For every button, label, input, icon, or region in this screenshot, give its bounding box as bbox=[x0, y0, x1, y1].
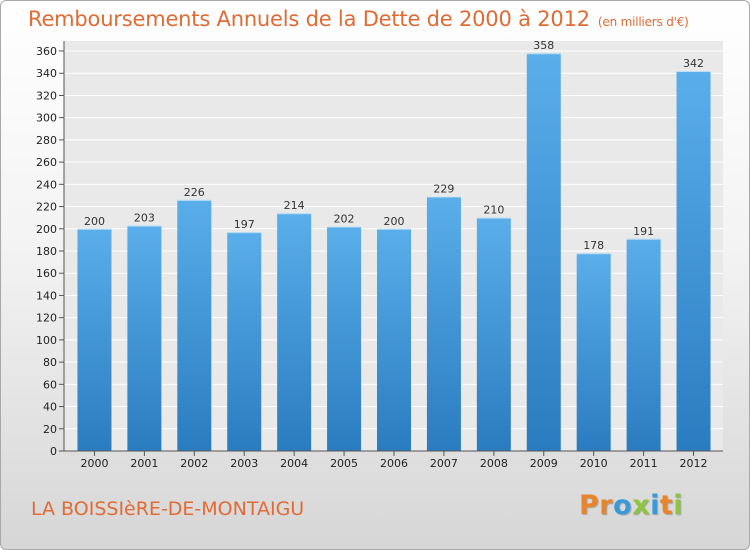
y-tick-label: 20 bbox=[43, 423, 57, 436]
data-label: 203 bbox=[134, 211, 155, 224]
data-label: 226 bbox=[184, 186, 205, 199]
bar bbox=[227, 232, 262, 451]
data-label: 342 bbox=[683, 57, 704, 70]
data-label: 229 bbox=[433, 183, 454, 196]
data-label: 191 bbox=[633, 225, 654, 238]
bar bbox=[626, 238, 661, 451]
y-tick-label: 40 bbox=[43, 401, 57, 414]
logo-letter: t bbox=[659, 490, 674, 521]
logo-letter: i bbox=[650, 490, 660, 521]
unit-note: (en milliers d'€) bbox=[597, 15, 689, 29]
x-tick-label: 2007 bbox=[430, 457, 458, 470]
x-tick-label: 2005 bbox=[330, 457, 358, 470]
logo-letter: x bbox=[632, 490, 651, 521]
bar bbox=[676, 71, 711, 451]
bar bbox=[327, 226, 362, 451]
x-tick-label: 2003 bbox=[230, 457, 258, 470]
y-tick-label: 0 bbox=[50, 445, 57, 458]
y-tick-label: 300 bbox=[36, 112, 57, 125]
x-axis-ticks: 2000 2001 2002 2003 2004 2005 2006 2007 2008 2009… bbox=[80, 451, 708, 470]
bar bbox=[426, 196, 461, 451]
x-tick-label: 2009 bbox=[530, 457, 558, 470]
data-label: 202 bbox=[334, 213, 355, 226]
y-tick-label: 200 bbox=[36, 223, 57, 236]
y-tick-label: 340 bbox=[36, 67, 57, 80]
y-tick-label: 120 bbox=[36, 312, 57, 325]
title-text: Remboursements Annuels de la Dette de 20… bbox=[28, 7, 590, 31]
y-tick-label: 360 bbox=[36, 45, 57, 58]
x-tick-label: 2006 bbox=[380, 457, 408, 470]
logo-letter: o bbox=[613, 490, 633, 521]
data-label: 200 bbox=[384, 215, 405, 228]
y-tick-label: 240 bbox=[36, 178, 57, 191]
x-tick-label: 2002 bbox=[180, 457, 208, 470]
y-tick-label: 280 bbox=[36, 134, 57, 147]
x-tick-label: 2001 bbox=[130, 457, 158, 470]
data-label: 358 bbox=[533, 39, 554, 52]
bar bbox=[526, 53, 561, 451]
data-label: 197 bbox=[234, 218, 255, 231]
bar bbox=[377, 228, 411, 451]
data-label: 210 bbox=[483, 204, 504, 217]
logo-letter: r bbox=[599, 490, 614, 521]
bar bbox=[127, 225, 162, 451]
bar bbox=[77, 228, 112, 451]
data-label: 200 bbox=[84, 215, 105, 228]
x-tick-label: 2010 bbox=[580, 457, 608, 470]
bars bbox=[77, 53, 711, 451]
x-tick-label: 2011 bbox=[630, 457, 658, 470]
y-tick-label: 80 bbox=[43, 356, 57, 369]
y-tick-label: 260 bbox=[36, 156, 57, 169]
y-tick-label: 140 bbox=[36, 289, 57, 302]
data-labels: 200 203 226 197 214 202 200 229 210 358 178 191 342 bbox=[84, 39, 704, 252]
chart-title: Remboursements Annuels de la Dette de 20… bbox=[28, 7, 689, 31]
bar bbox=[476, 217, 511, 451]
data-label: 214 bbox=[284, 199, 305, 212]
y-tick-label: 180 bbox=[36, 245, 57, 258]
y-axis-ticks: 0 20 40 60 80 100 120 140 160 180 200 220 240 260 280 3… bbox=[36, 45, 64, 458]
y-tick-label: 60 bbox=[43, 378, 57, 391]
logo-letter: P bbox=[579, 490, 600, 521]
x-tick-label: 2004 bbox=[280, 457, 308, 470]
place-name: LA BOISSIèRE-DE-MONTAIGU bbox=[31, 498, 305, 520]
x-tick-label: 2000 bbox=[80, 457, 108, 470]
x-tick-label: 2012 bbox=[680, 457, 708, 470]
proxiti-logo: Proxiti bbox=[579, 490, 683, 521]
x-tick-label: 2008 bbox=[480, 457, 508, 470]
y-tick-label: 100 bbox=[36, 334, 57, 347]
data-label: 178 bbox=[583, 239, 604, 252]
logo-letter: i bbox=[673, 490, 684, 521]
bar bbox=[277, 213, 312, 451]
y-tick-label: 220 bbox=[36, 201, 57, 214]
bar bbox=[576, 253, 611, 451]
y-tick-label: 320 bbox=[36, 89, 57, 102]
y-tick-label: 160 bbox=[36, 267, 57, 280]
bar bbox=[177, 199, 212, 451]
